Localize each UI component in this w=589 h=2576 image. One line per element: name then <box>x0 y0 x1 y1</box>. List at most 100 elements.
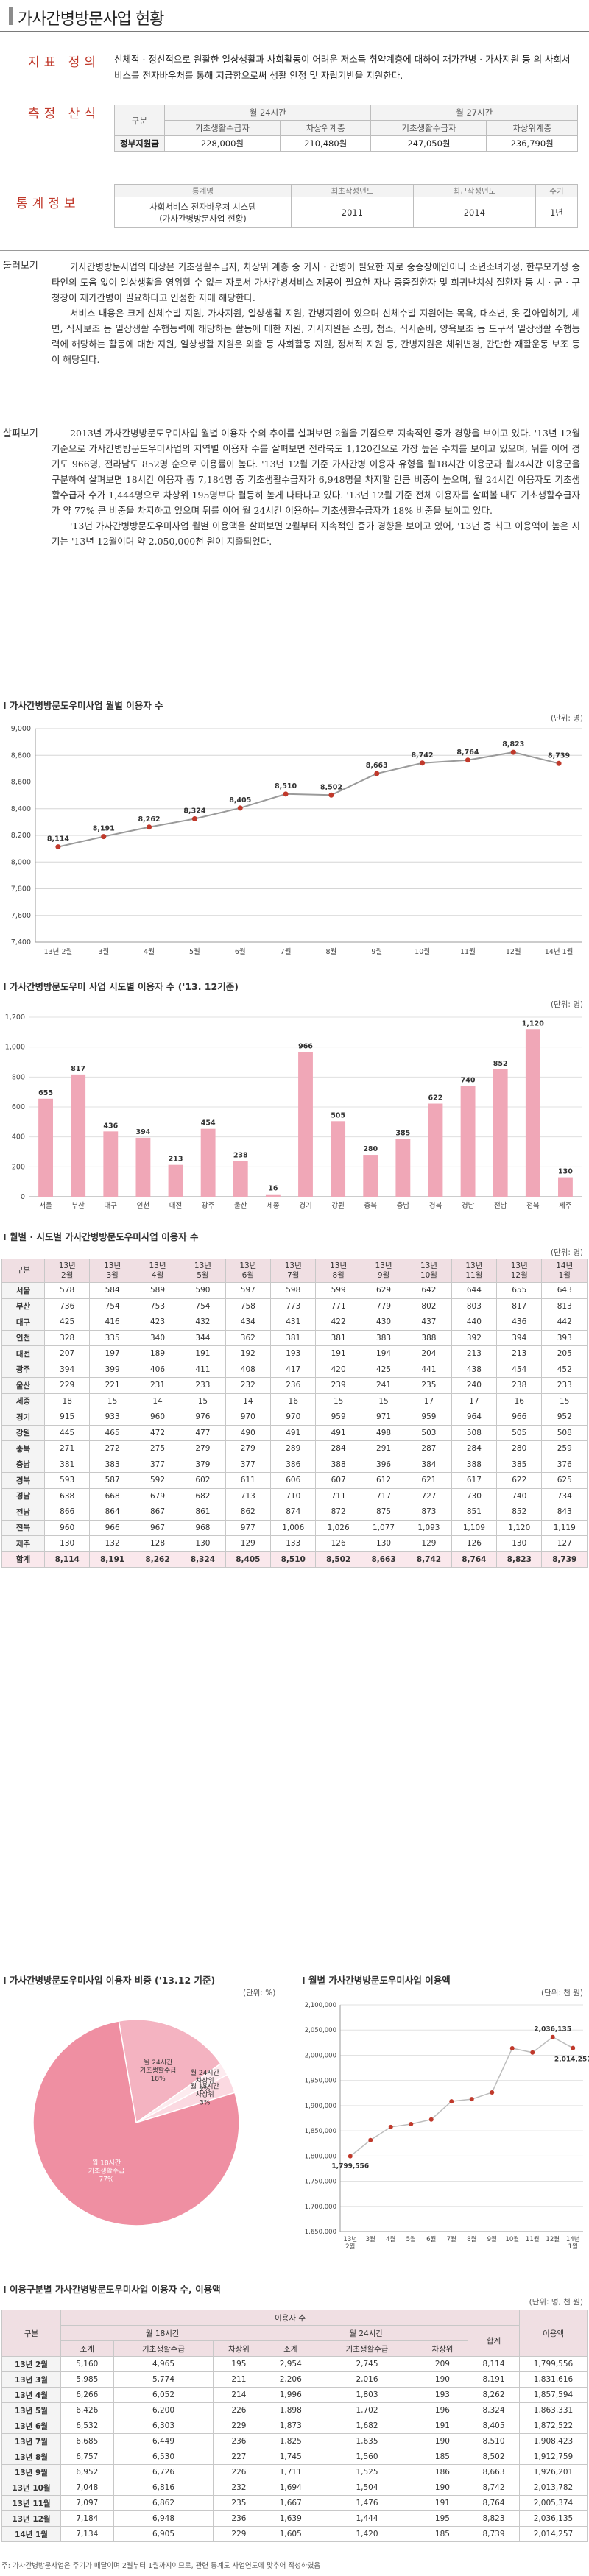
y-tick-label: 1,000 <box>5 1044 25 1052</box>
table-cell: 381 <box>43 1456 91 1473</box>
table-cell: 730 <box>451 1487 498 1504</box>
table-cell: 383 <box>360 1329 407 1346</box>
data-label: 8,114 <box>47 835 69 843</box>
y-tick-label: 1,850,000 <box>305 2128 336 2135</box>
table-cell: 197 <box>89 1345 135 1362</box>
row-header: 13년 3월 <box>1 2371 61 2388</box>
table-cell: 229 <box>213 2418 265 2434</box>
table-cell: 6,266 <box>60 2387 114 2403</box>
table-cell: 383 <box>89 1456 135 1473</box>
table-cell: 625 <box>541 1472 588 1489</box>
table-cell: 16 <box>496 1393 543 1409</box>
table-cell: 2,954 <box>264 2356 318 2372</box>
monthly-region-users-table: 구분 13년 2월 13년 3월 13년 4월 13년 5월 13년 6월 13년 7월 13년 8월 13년… <box>1 1259 588 1568</box>
pie-label: 차상위 <box>196 2076 214 2085</box>
bar <box>363 1155 378 1197</box>
table-cell: 340 <box>134 1329 181 1346</box>
table-cell: 6,200 <box>113 2402 214 2418</box>
table-cell: 959 <box>406 1409 452 1426</box>
pie-slice <box>32 2020 240 2226</box>
table-cell: 668 <box>89 1487 135 1504</box>
table-cell: 194 <box>360 1345 407 1362</box>
table-cell: 5,985 <box>60 2371 114 2388</box>
usage-type-table: 구분 이용자 수 이용액 월 18시간 월 24시간 합계 소계 기초생활수급 … <box>1 2310 588 2542</box>
table-cell: 6,303 <box>113 2418 214 2434</box>
table-cell: 710 <box>270 1487 317 1504</box>
table-row: 13년 8월 6,757 6,530 227 1,745 1,560 185 8,502 1,9… <box>1 2449 588 2465</box>
table-cell: 1,831,616 <box>519 2371 588 2388</box>
table-cell: 872 <box>315 1504 361 1521</box>
x-tick-label: 13년 <box>343 2235 357 2243</box>
table-cell: 213 <box>451 1345 498 1362</box>
table-cell: 508 <box>541 1424 588 1441</box>
table-cell: 240 <box>451 1377 498 1394</box>
y-tick-label: 1,800,000 <box>305 2153 336 2160</box>
table-cell: 964 <box>451 1409 498 1426</box>
table-cell: 275 <box>134 1440 181 1457</box>
method-row-label: 정부지원금 <box>114 135 165 152</box>
row-header: 대구 <box>1 1314 45 1331</box>
table-cell: 717 <box>360 1487 407 1504</box>
table-cell: 1,119 <box>541 1519 588 1536</box>
table-row: 13년 5월 6,426 6,200 226 1,898 1,702 196 8,324 1,8… <box>1 2402 588 2418</box>
table-cell: 393 <box>541 1329 588 1346</box>
table-cell: 236 <box>270 1377 317 1394</box>
table-cell: 1,863,331 <box>519 2402 588 2418</box>
method-sub: 차상위계층 <box>486 120 578 136</box>
column-header: 13년 5월 <box>180 1259 226 1283</box>
table-cell: 431 <box>270 1314 317 1331</box>
row-header: 세종 <box>1 1393 45 1409</box>
overview-paragraph: 가사간병방문사업의 대상은 기초생활수급자, 차상위 계층 중 가사 · 간병이… <box>52 261 580 303</box>
table1-title: I 월별 · 시도별 가사간병방문도우미사업 이용자 수 <box>3 1231 199 1242</box>
table-cell: 606 <box>270 1472 317 1489</box>
data-label: 8,405 <box>229 796 251 804</box>
pie-label: 3% <box>200 2100 211 2107</box>
table-cell: 381 <box>315 1329 361 1346</box>
data-point <box>556 760 562 766</box>
table-cell: 960 <box>134 1409 181 1426</box>
table-cell: 1,504 <box>317 2480 417 2496</box>
table-cell: 491 <box>315 1424 361 1441</box>
table-cell: 416 <box>89 1314 135 1331</box>
table-cell: 214 <box>213 2387 265 2403</box>
table-cell: 970 <box>270 1409 317 1426</box>
method-value: 228,000원 <box>164 135 281 152</box>
chart2-unit: (단위: 명) <box>550 1000 583 1009</box>
row-header: 13년 10월 <box>1 2480 61 2496</box>
table-cell: 477 <box>180 1424 226 1441</box>
table-cell: 966 <box>89 1519 135 1536</box>
data-point <box>388 2124 393 2129</box>
amount-chart-title: I 월별 가사간병방문도우미사업 이용액 <box>302 1975 451 1986</box>
table-cell: 388 <box>406 1329 452 1346</box>
bar <box>460 1086 476 1197</box>
table-cell: 392 <box>451 1329 498 1346</box>
data-point <box>510 749 516 755</box>
stats-first-year: 2011 <box>291 197 414 228</box>
data-point <box>237 805 243 811</box>
table-cell: 193 <box>270 1345 317 1362</box>
table-cell: 1,120 <box>496 1519 543 1536</box>
th-users: 이용자 수 <box>60 2310 520 2326</box>
table-cell: 779 <box>360 1298 407 1314</box>
table-cell: 1,711 <box>264 2464 318 2480</box>
table-cell: 1,908,423 <box>519 2433 588 2449</box>
y-tick-label: 800 <box>12 1073 25 1081</box>
table-cell: 589 <box>134 1282 181 1299</box>
table-cell: 1,702 <box>317 2402 417 2418</box>
table-row: 울산 229 221 231 233 232 236 239 241 235 240 238 233 <box>1 1377 588 1394</box>
table-cell: 1,803 <box>317 2387 417 2403</box>
pie-label: 18% <box>151 2076 166 2083</box>
table-cell: 465 <box>89 1424 135 1441</box>
table-row: 인천 328 335 340 344 362 381 381 383 388 392 394 393 <box>1 1329 588 1346</box>
stats-name-line: (가사간병방문사업 현황) <box>159 213 247 224</box>
x-tick-label: 9월 <box>371 947 382 956</box>
table-cell: 621 <box>406 1472 452 1489</box>
x-tick-label: 제주 <box>559 1202 572 1210</box>
table-cell: 976 <box>180 1409 226 1426</box>
table-cell: 233 <box>180 1377 226 1394</box>
table-cell: 186 <box>416 2464 469 2480</box>
table-cell: 129 <box>225 1535 272 1552</box>
y-tick-label: 8,800 <box>11 751 31 760</box>
table-row: 경기 915 933 960 976 970 970 959 971 959 964 966 952 <box>1 1409 588 1426</box>
th-sub: 차상위 <box>213 2340 265 2357</box>
